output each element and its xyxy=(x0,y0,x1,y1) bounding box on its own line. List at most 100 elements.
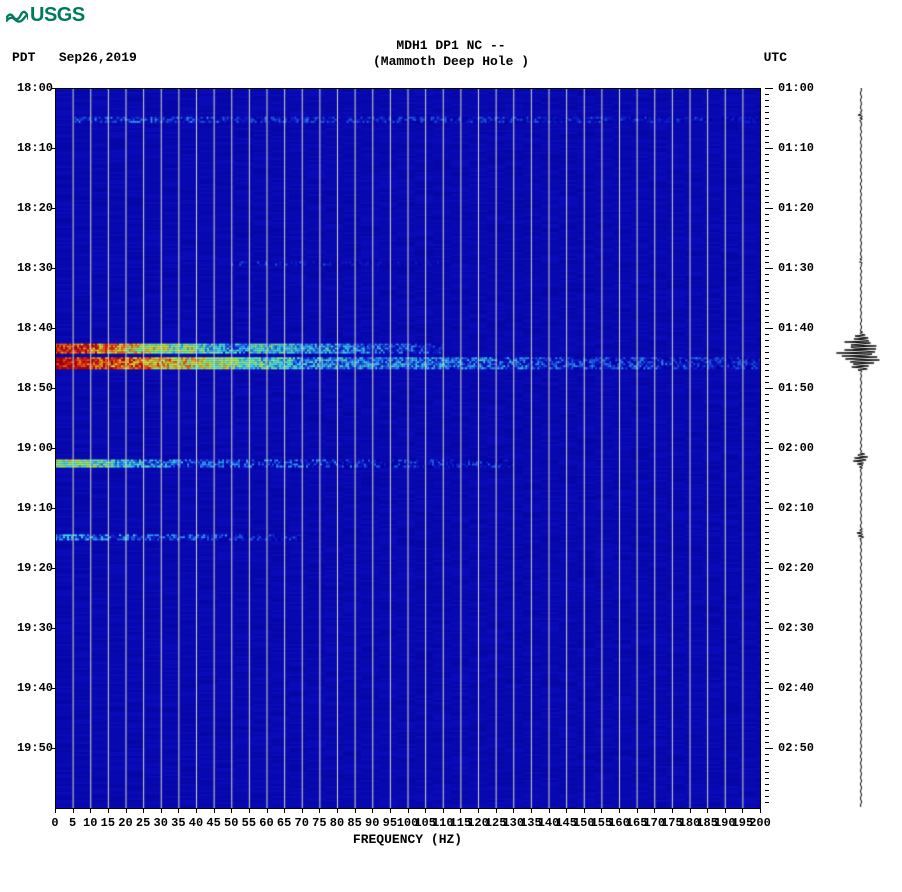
ytick-right-minor xyxy=(765,772,769,773)
xtick-mark xyxy=(707,808,708,813)
ytick-right-label: 02:50 xyxy=(778,741,814,755)
ytick-right-minor xyxy=(765,142,769,143)
ytick-right-minor xyxy=(765,718,769,719)
spectrogram-plot xyxy=(55,88,760,808)
ytick-right-minor xyxy=(765,652,769,653)
ytick-right-minor xyxy=(765,412,769,413)
yaxis-right: 01:0001:1001:2001:3001:4001:5002:0002:10… xyxy=(760,88,820,808)
ytick-right-minor xyxy=(765,166,769,167)
xtick-mark xyxy=(742,808,743,813)
xtick-label: 35 xyxy=(171,816,185,830)
ytick-right-minor xyxy=(765,352,769,353)
ytick-right-minor xyxy=(765,796,769,797)
ytick-right-minor xyxy=(765,400,769,401)
ytick-right-minor xyxy=(765,790,769,791)
xtick-label: 200 xyxy=(749,816,771,830)
ytick-right-minor xyxy=(765,124,769,125)
ytick-right-label: 02:10 xyxy=(778,501,814,515)
ytick-right-label: 01:00 xyxy=(778,81,814,95)
ytick-right-minor xyxy=(765,292,769,293)
ytick-right-minor xyxy=(765,286,769,287)
ytick-left-label: 19:30 xyxy=(17,621,53,635)
ytick-right-minor xyxy=(765,514,769,515)
xtick-label: 65 xyxy=(277,816,291,830)
xtick-label: 95 xyxy=(383,816,397,830)
ytick-right-minor xyxy=(765,262,769,263)
xtick-mark xyxy=(478,808,479,813)
xtick-mark xyxy=(372,808,373,813)
ytick-right-minor xyxy=(765,712,769,713)
xtick-mark xyxy=(760,808,761,813)
ytick-right-minor xyxy=(765,760,769,761)
ytick-left-label: 18:20 xyxy=(17,201,53,215)
ytick-right-label: 02:40 xyxy=(778,681,814,695)
ytick-right-minor xyxy=(765,646,769,647)
xtick-mark xyxy=(531,808,532,813)
ytick-right-minor xyxy=(765,244,769,245)
xtick-mark xyxy=(90,808,91,813)
ytick-right-mark xyxy=(765,328,773,329)
ytick-right-minor xyxy=(765,112,769,113)
ytick-right-minor xyxy=(765,358,769,359)
xtick-mark xyxy=(355,808,356,813)
xtick-label: 15 xyxy=(101,816,115,830)
xaxis: FREQUENCY (HZ) 0510152025303540455055606… xyxy=(55,808,760,848)
xtick-label: 70 xyxy=(295,816,309,830)
ytick-right-minor xyxy=(765,196,769,197)
usgs-wave-icon xyxy=(6,9,28,23)
ytick-right-minor xyxy=(765,526,769,527)
ytick-right-minor xyxy=(765,406,769,407)
ytick-right-minor xyxy=(765,382,769,383)
xtick-mark xyxy=(425,808,426,813)
ytick-right-minor xyxy=(765,604,769,605)
xaxis-label: FREQUENCY (HZ) xyxy=(55,832,760,847)
ytick-right-minor xyxy=(765,340,769,341)
xtick-label: 75 xyxy=(312,816,326,830)
ytick-right-minor xyxy=(765,592,769,593)
ytick-right-minor xyxy=(765,556,769,557)
ytick-right-minor xyxy=(765,118,769,119)
xtick-label: 60 xyxy=(259,816,273,830)
xtick-mark xyxy=(637,808,638,813)
header-right: UTC xyxy=(764,50,787,65)
ytick-right-minor xyxy=(765,322,769,323)
ytick-right-minor xyxy=(765,304,769,305)
xtick-mark xyxy=(302,808,303,813)
ytick-right-minor xyxy=(765,466,769,467)
ytick-right-mark xyxy=(765,148,773,149)
ytick-right-minor xyxy=(765,640,769,641)
ytick-right-minor xyxy=(765,160,769,161)
ytick-right-minor xyxy=(765,478,769,479)
seismogram-strip xyxy=(826,88,896,808)
ytick-right-label: 01:50 xyxy=(778,381,814,395)
ytick-right-minor xyxy=(765,298,769,299)
ytick-right-minor xyxy=(765,682,769,683)
ytick-right-minor xyxy=(765,616,769,617)
ytick-right-minor xyxy=(765,424,769,425)
ytick-left-label: 19:40 xyxy=(17,681,53,695)
logo-text: USGS xyxy=(30,4,85,26)
ytick-right-minor xyxy=(765,172,769,173)
ytick-left-label: 18:00 xyxy=(17,81,53,95)
ytick-right-minor xyxy=(765,742,769,743)
ytick-left-label: 18:30 xyxy=(17,261,53,275)
ytick-right-minor xyxy=(765,550,769,551)
ytick-right-label: 01:10 xyxy=(778,141,814,155)
ytick-right-minor xyxy=(765,634,769,635)
xtick-mark xyxy=(443,808,444,813)
seismogram-canvas xyxy=(826,88,896,808)
xtick-mark xyxy=(566,808,567,813)
ytick-right-minor xyxy=(765,154,769,155)
xtick-label: 10 xyxy=(83,816,97,830)
ytick-left-label: 19:10 xyxy=(17,501,53,515)
ytick-right-minor xyxy=(765,310,769,311)
ytick-right-minor xyxy=(765,496,769,497)
usgs-logo: USGS xyxy=(6,4,85,27)
ytick-right-minor xyxy=(765,664,769,665)
xtick-mark xyxy=(619,808,620,813)
ytick-right-minor xyxy=(765,226,769,227)
xtick-mark xyxy=(725,808,726,813)
ytick-right-minor xyxy=(765,532,769,533)
ytick-right-mark xyxy=(765,748,773,749)
ytick-right-minor xyxy=(765,184,769,185)
